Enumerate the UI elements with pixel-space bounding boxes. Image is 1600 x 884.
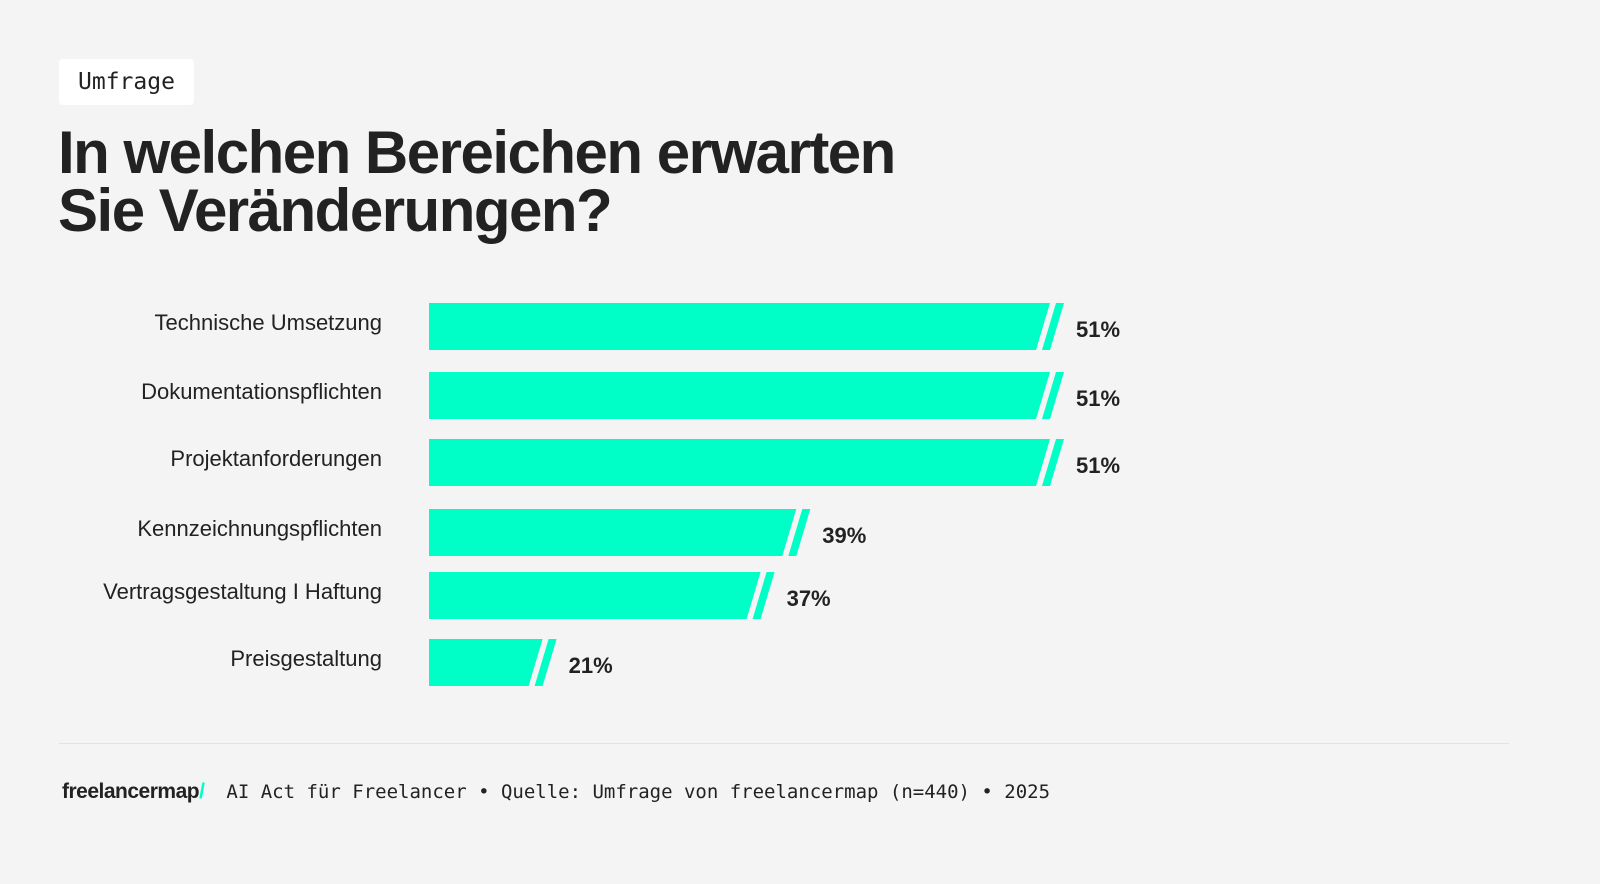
- category-row: Technische Umsetzung: [0, 303, 400, 350]
- value-label: 51%: [1076, 317, 1120, 342]
- category-label: Technische Umsetzung: [154, 310, 382, 335]
- bar: [429, 303, 1050, 350]
- value-label: 51%: [1076, 386, 1120, 411]
- category-label: Preisgestaltung: [230, 646, 382, 671]
- bar: [429, 509, 797, 556]
- bar-break-stripe: [534, 639, 557, 686]
- bar-break-stripe: [788, 509, 811, 556]
- category-tag: Umfrage: [59, 59, 194, 105]
- bar-break-stripe: [752, 572, 775, 619]
- category-label: Kennzeichnungspflichten: [137, 516, 382, 541]
- divider: [59, 743, 1509, 744]
- category-label: Projektanforderungen: [170, 446, 382, 471]
- value-label: 21%: [569, 653, 613, 678]
- category-row: Kennzeichnungspflichten: [0, 509, 400, 556]
- freelancermap-logo: freelancermap/: [62, 780, 205, 804]
- bar-break-stripe: [1042, 439, 1064, 486]
- chart-title: In welchen Bereichen erwarten Sie Verände…: [58, 123, 1158, 241]
- logo-text: freelancermap: [62, 780, 200, 803]
- category-row: Dokumentationspflichten: [0, 372, 400, 419]
- value-label: 51%: [1076, 453, 1120, 478]
- footer: freelancermap/ AI Act für Freelancer • Q…: [62, 780, 1050, 804]
- footer-source: AI Act für Freelancer • Quelle: Umfrage …: [226, 781, 1051, 803]
- category-row: Projektanforderungen: [0, 439, 400, 486]
- bar: [429, 439, 1050, 486]
- bar-break-stripe: [1042, 372, 1064, 419]
- title-line-2: Sie Veränderungen?: [58, 177, 613, 244]
- bar: [429, 372, 1050, 419]
- bar: [429, 639, 543, 686]
- value-label: 39%: [822, 523, 866, 548]
- category-row: Vertragsgestaltung I Haftung: [0, 572, 400, 619]
- logo-slash: /: [199, 780, 205, 803]
- category-row: Preisgestaltung: [0, 639, 400, 686]
- bar-break-stripe: [1042, 303, 1064, 350]
- value-label: 37%: [787, 586, 831, 611]
- category-label: Vertragsgestaltung I Haftung: [103, 579, 382, 604]
- title-line-1: In welchen Bereichen erwarten: [58, 119, 896, 186]
- category-label: Dokumentationspflichten: [141, 379, 382, 404]
- bar: [429, 572, 761, 619]
